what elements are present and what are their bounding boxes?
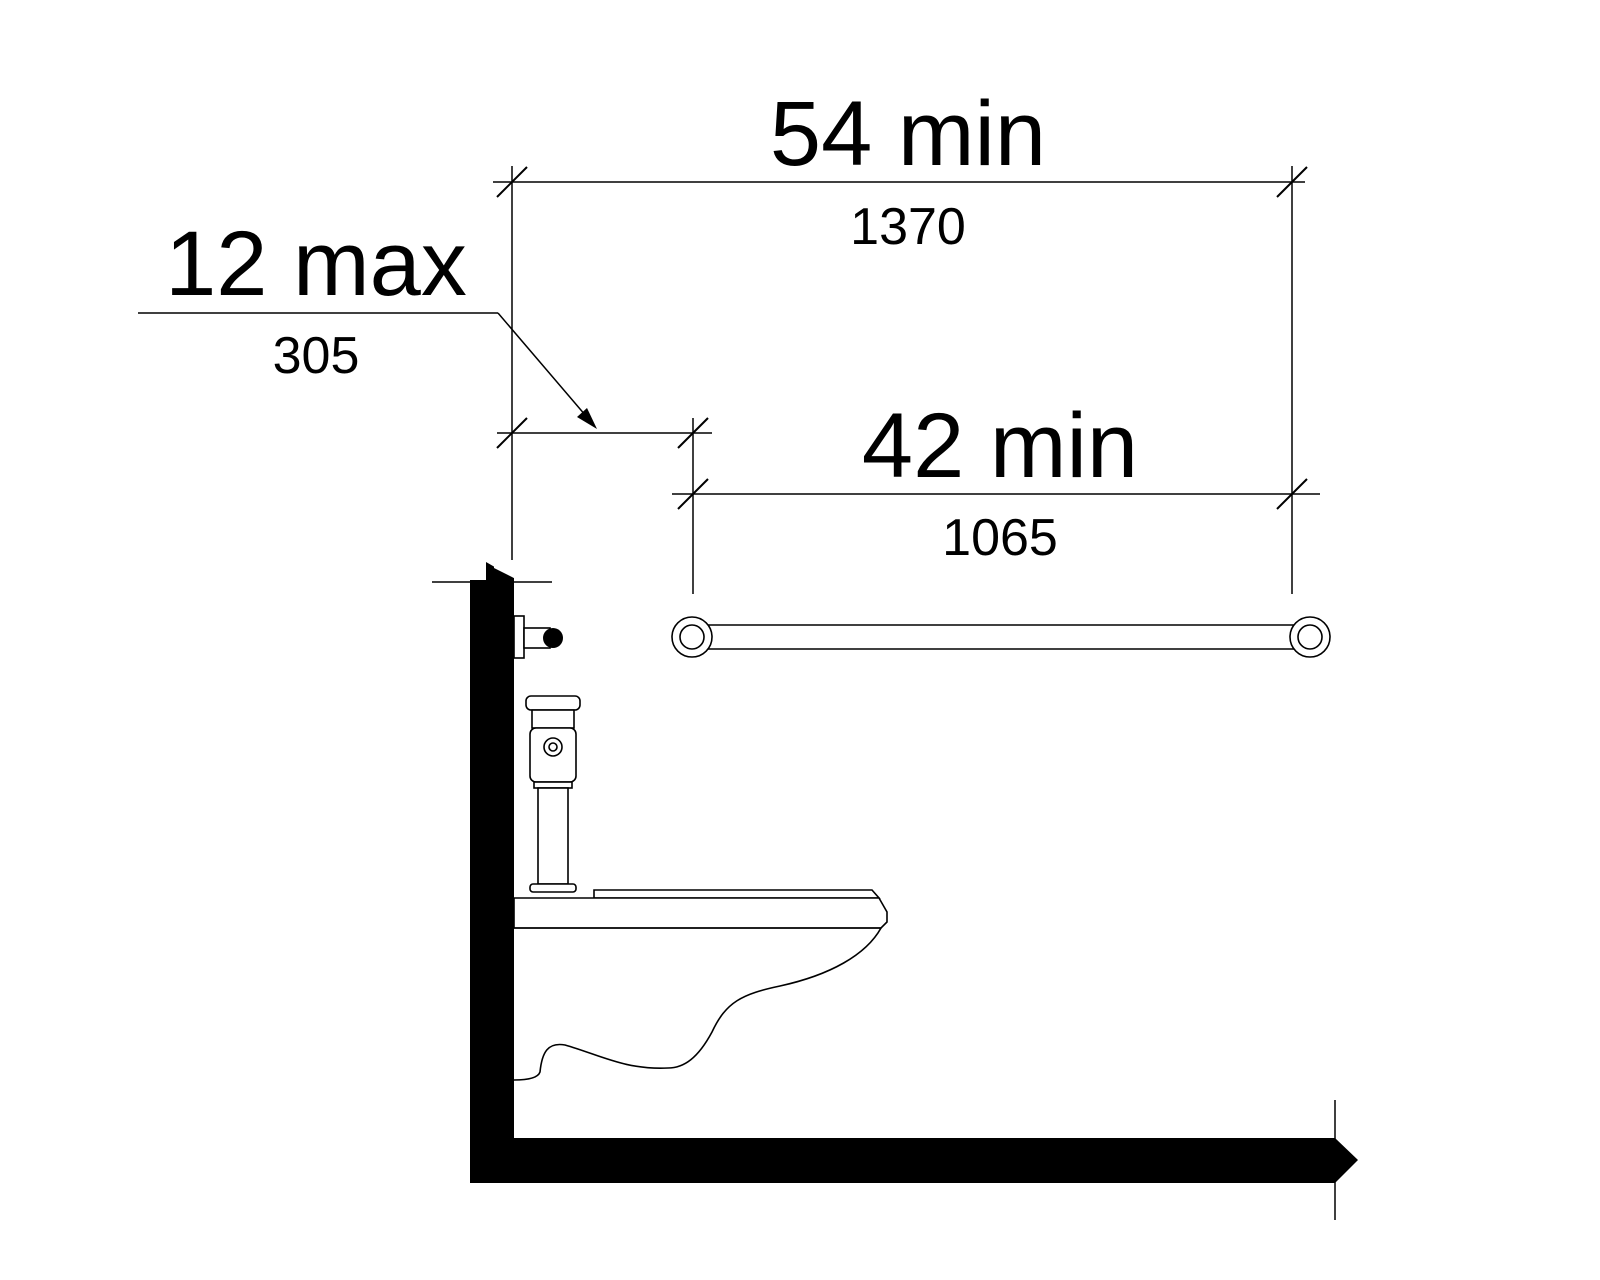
dimension-42-min-label: 42 min [862, 395, 1138, 497]
flush-valve-spud [529, 883, 577, 893]
grab-bar-end-right [1297, 624, 1323, 650]
tick-mark [1276, 478, 1308, 510]
grab-bar-rail [689, 624, 1313, 650]
floor-break-notch [1335, 1138, 1358, 1183]
flush-valve-handle-center [548, 742, 558, 752]
flush-valve-cap [525, 695, 581, 711]
flush-valve-pipe [537, 787, 569, 885]
toilet-seat-rim [513, 897, 888, 929]
fixture-knob [543, 628, 563, 648]
rear-wall [470, 580, 514, 1183]
toilet-seat-lid [593, 889, 881, 899]
tick-mark [677, 417, 709, 449]
tick-mark [1276, 166, 1308, 198]
dimension-1370-label: 1370 [850, 198, 966, 256]
flush-valve-neck [531, 709, 575, 729]
toilet [513, 889, 888, 1081]
grab-bar [671, 616, 1331, 658]
floor [470, 1138, 1335, 1183]
dimension-offset: 12 max 305 [138, 213, 712, 594]
dimension-grab-bar: 42 min 1065 [672, 395, 1320, 567]
dimension-12-max-label: 12 max [165, 213, 467, 315]
grab-bar-end-left [679, 624, 705, 650]
dimension-overall: 54 min 1370 [493, 83, 1308, 594]
leader-arrowhead [577, 408, 597, 429]
flush-valve [525, 695, 581, 893]
tick-mark [677, 478, 709, 510]
tick-mark [496, 166, 528, 198]
wall-and-floor [432, 560, 1358, 1220]
dimension-305-label: 305 [273, 327, 360, 385]
wall-fixture [513, 615, 563, 659]
wall-break-notch [486, 562, 514, 598]
fixture-plate [513, 615, 525, 659]
dimension-1065-label: 1065 [942, 509, 1058, 567]
flush-valve-collar [533, 781, 573, 789]
toilet-bowl [513, 927, 883, 1081]
wall-break-gap [494, 560, 514, 578]
leader-line [497, 312, 593, 424]
tick-mark [496, 417, 528, 449]
dimension-54-min-label: 54 min [770, 83, 1046, 185]
